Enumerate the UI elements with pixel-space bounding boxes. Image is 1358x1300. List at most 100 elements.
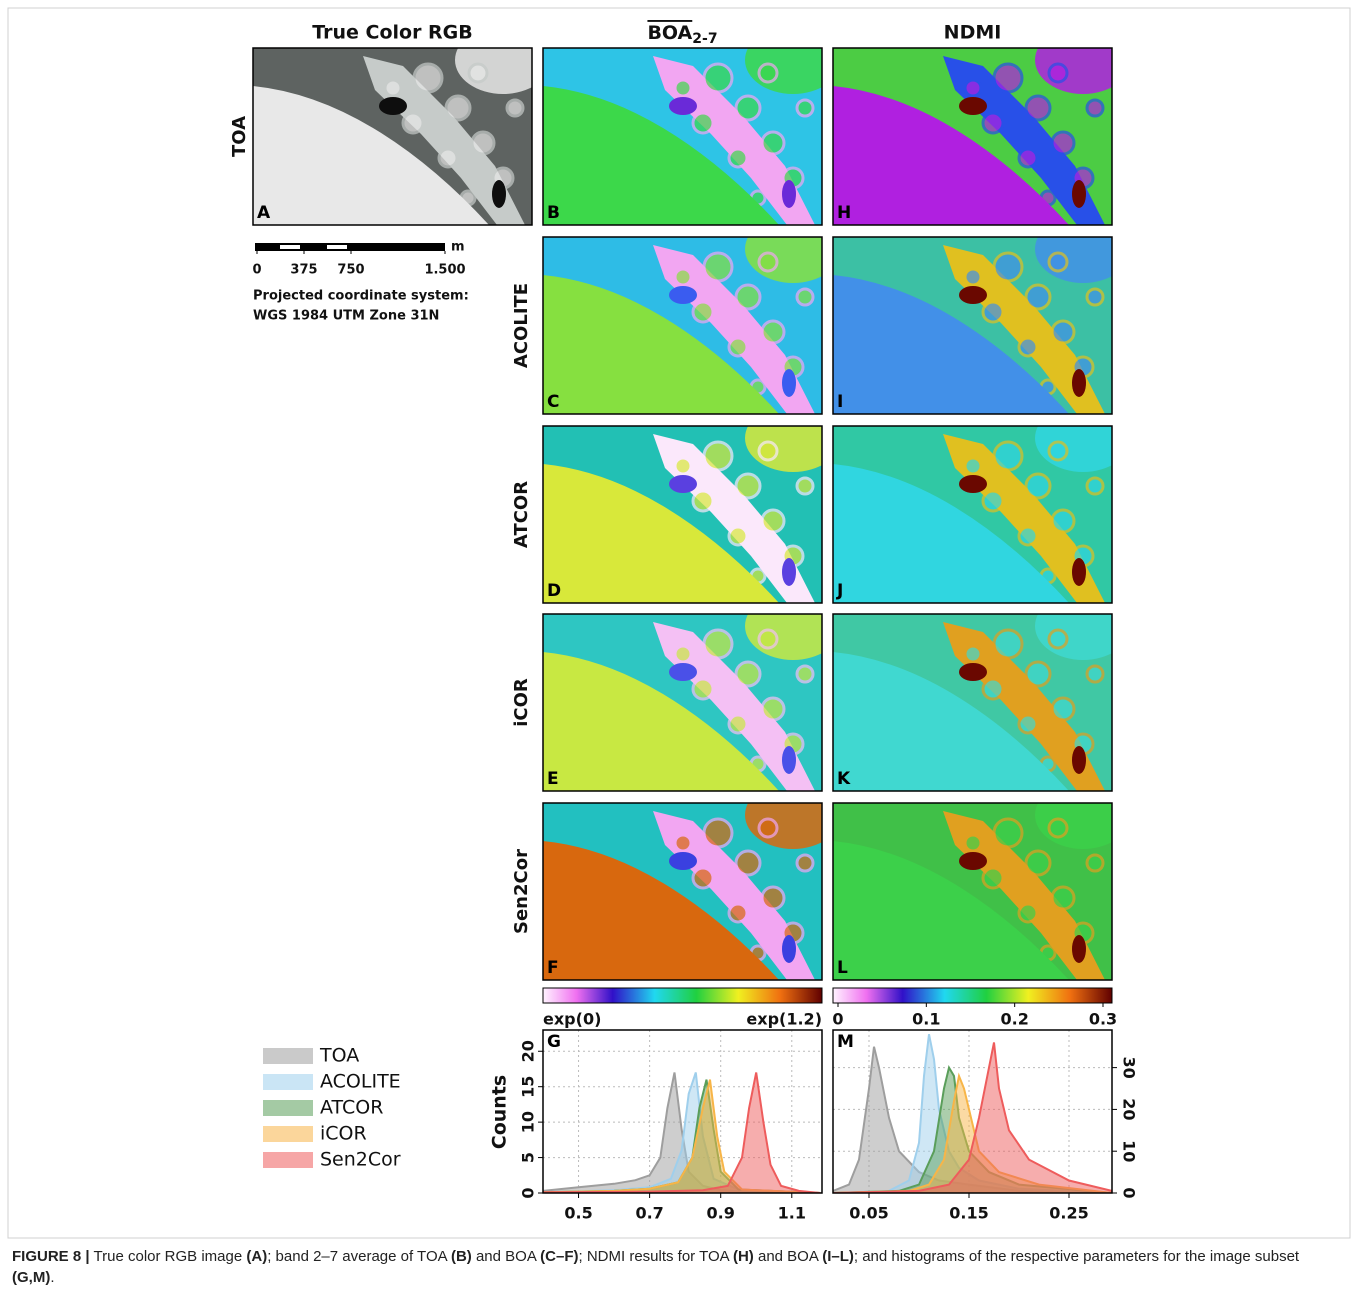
caption-text: (H) [732, 1248, 754, 1265]
header-subscript: 2-7 [692, 31, 717, 47]
panel-spot [1072, 180, 1086, 208]
panel-floe-ring [437, 147, 459, 169]
panel-image [253, 48, 532, 225]
fit-line [543, 1072, 821, 1193]
panel-spot [959, 663, 987, 681]
scale-unit: m [451, 240, 465, 255]
panel-floe-ring [734, 660, 762, 688]
panel-floe-ring [981, 677, 1005, 701]
panel-floe-ring [795, 853, 815, 873]
colorbar-tick-label: 0.1 [912, 1010, 940, 1029]
panel-spot [1072, 935, 1086, 963]
panel-floe-ring [691, 677, 715, 701]
panel-floe-ring [757, 62, 779, 84]
panel-floe [833, 841, 1069, 980]
panel-floe-small [1035, 48, 1112, 94]
projection-text: WGS 1984 UTM Zone 31N [253, 309, 439, 324]
panel-letter: H [837, 203, 851, 223]
row-label: ACOLITE [511, 283, 532, 368]
panel-floe-ring [992, 62, 1024, 94]
row-label: iCOR [511, 678, 532, 727]
panel-spot [1072, 746, 1086, 774]
panel-floe-ring [1017, 713, 1039, 735]
panel-floe-ring [795, 664, 815, 684]
y-axis-label: Counts [489, 1075, 511, 1149]
panel-floe-ring [1017, 902, 1039, 924]
figure-frame [7, 7, 1351, 1239]
scale-tick-label: 0 [252, 263, 261, 278]
x-tick-label: 0.5 [564, 1204, 592, 1223]
caption-text: (I–L) [822, 1248, 854, 1265]
panel-image [543, 803, 822, 980]
scale-bar [255, 243, 445, 251]
panel-letter: C [547, 392, 559, 412]
x-tick-label: 0.25 [1049, 1204, 1088, 1223]
panel-spot [1072, 369, 1086, 397]
caption-label: FIGURE 8 | [12, 1248, 90, 1265]
panel-border [832, 47, 1113, 226]
panel-floe-ring [1047, 628, 1069, 650]
panel-floe-ring [734, 94, 762, 122]
panel-floe-ring [1024, 849, 1052, 877]
histogram-area [833, 1076, 1112, 1193]
panel-floe-ring [401, 111, 425, 135]
panel-floe-ring [727, 336, 749, 358]
y-tick-label: 15 [519, 1076, 538, 1098]
panel-spot [959, 286, 987, 304]
panel-floe-ring [992, 440, 1024, 472]
histogram-area [543, 1072, 821, 1193]
panel-channel [653, 56, 815, 225]
panel-image [833, 614, 1112, 791]
panel-floe [543, 464, 779, 603]
panel-channel [943, 811, 1105, 980]
panel-floe-ring [757, 251, 779, 273]
panel-floe-ring [727, 713, 749, 735]
panel-floe-ring [734, 472, 762, 500]
x-tick-label: 1.1 [778, 1204, 806, 1223]
plot-frame [542, 1029, 823, 1194]
panel-floe-ring [795, 98, 815, 118]
panel-floe-ring [963, 456, 983, 476]
scale-tick-label: 375 [290, 263, 317, 278]
panel-floe-ring [1050, 130, 1076, 156]
panel-floe-ring [734, 849, 762, 877]
panel-floe-ring [734, 283, 762, 311]
panel-floe-ring [1085, 287, 1105, 307]
panel-border [252, 47, 533, 226]
panel-floe-ring [795, 476, 815, 496]
panel-floe-ring [702, 62, 734, 94]
caption-text: . [50, 1269, 55, 1286]
panel-letter: D [547, 581, 561, 601]
panel-floe-ring [383, 78, 403, 98]
panel-spot [782, 746, 796, 774]
fit-line [543, 1079, 821, 1193]
panel-floe-ring [1085, 98, 1105, 118]
panel-floe-ring [673, 644, 693, 664]
panel-floe-ring [1024, 94, 1052, 122]
panel-floe-ring [1047, 817, 1069, 839]
panel-floe-ring [981, 866, 1005, 890]
panel-floe-ring [1050, 508, 1076, 534]
colorbar-tick-label: 0 [832, 1010, 843, 1029]
legend-swatch [263, 1126, 313, 1142]
panel-floe-ring [702, 440, 734, 472]
panel-spot [1072, 558, 1086, 586]
panel-floe [833, 464, 1069, 603]
y-tick-label: 0 [1120, 1187, 1139, 1198]
panel-floe-ring [702, 817, 734, 849]
panel-channel [363, 56, 525, 225]
scale-bar-segment [327, 245, 347, 249]
panel-letter: K [837, 769, 851, 789]
y-tick-label: 30 [1120, 1056, 1139, 1078]
panel-floe-ring [1017, 336, 1039, 358]
legend-swatch [263, 1100, 313, 1116]
panel-spot [669, 852, 697, 870]
legend-label: ACOLITE [320, 1071, 401, 1093]
panel-letter: A [257, 203, 271, 223]
panel-floe [543, 86, 779, 225]
panel-floe-ring [760, 885, 786, 911]
panel-floe-ring [1085, 853, 1105, 873]
panel-floe [543, 841, 779, 980]
panel-floe-ring [444, 94, 472, 122]
panel-floe-ring [1085, 476, 1105, 496]
